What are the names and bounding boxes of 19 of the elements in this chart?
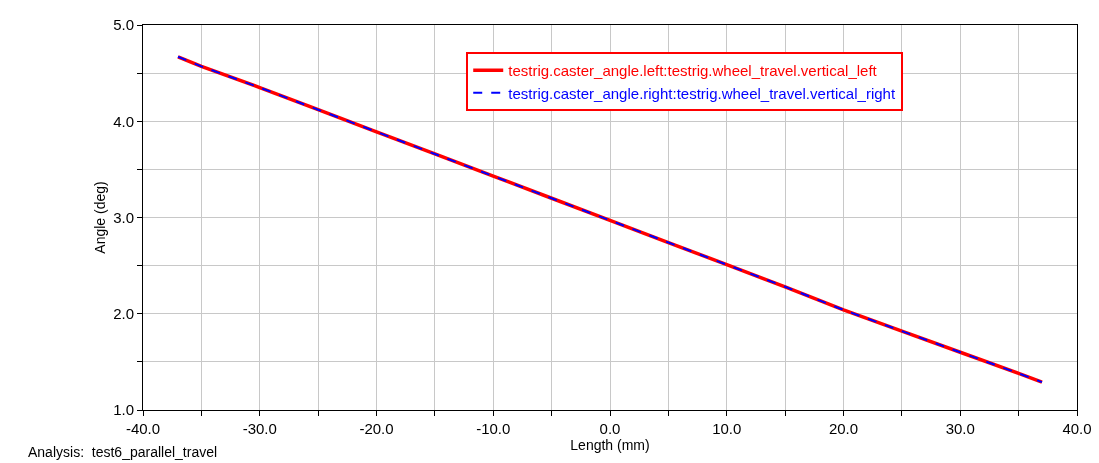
x-tick-label: 10.0 bbox=[712, 420, 742, 437]
x-tick-label: -10.0 bbox=[476, 420, 511, 437]
text: Analysis: test6_parallel_travel bbox=[28, 444, 218, 460]
x-tick-label: 20.0 bbox=[828, 420, 859, 437]
y-axis-title: Angle (deg) bbox=[92, 181, 108, 254]
y-tick-label: 1.0 bbox=[113, 401, 134, 419]
x-tick-label: -40.0 bbox=[125, 420, 161, 437]
legend-label: testrig.caster_angle.right:testrig.wheel_travel.vertical_right bbox=[508, 84, 896, 102]
x-axis-title: Length (mm) bbox=[570, 437, 650, 453]
y-tick-label: 4.0 bbox=[113, 112, 134, 130]
x-tick-label: -30.0 bbox=[242, 420, 277, 437]
y-tick-label: 2.0 bbox=[113, 305, 134, 322]
x-tick-label: 40.0 bbox=[1062, 420, 1092, 437]
legend-label: testrig.caster_angle.left:testrig.wheel_travel.vertical_left bbox=[508, 62, 878, 80]
y-tick-label: 5.0 bbox=[113, 16, 134, 34]
y-tick-label: 3.0 bbox=[113, 208, 134, 226]
x-tick-label: 0.0 bbox=[599, 420, 621, 437]
x-tick-label: -20.0 bbox=[359, 420, 394, 437]
x-tick-label: 30.0 bbox=[945, 420, 975, 437]
